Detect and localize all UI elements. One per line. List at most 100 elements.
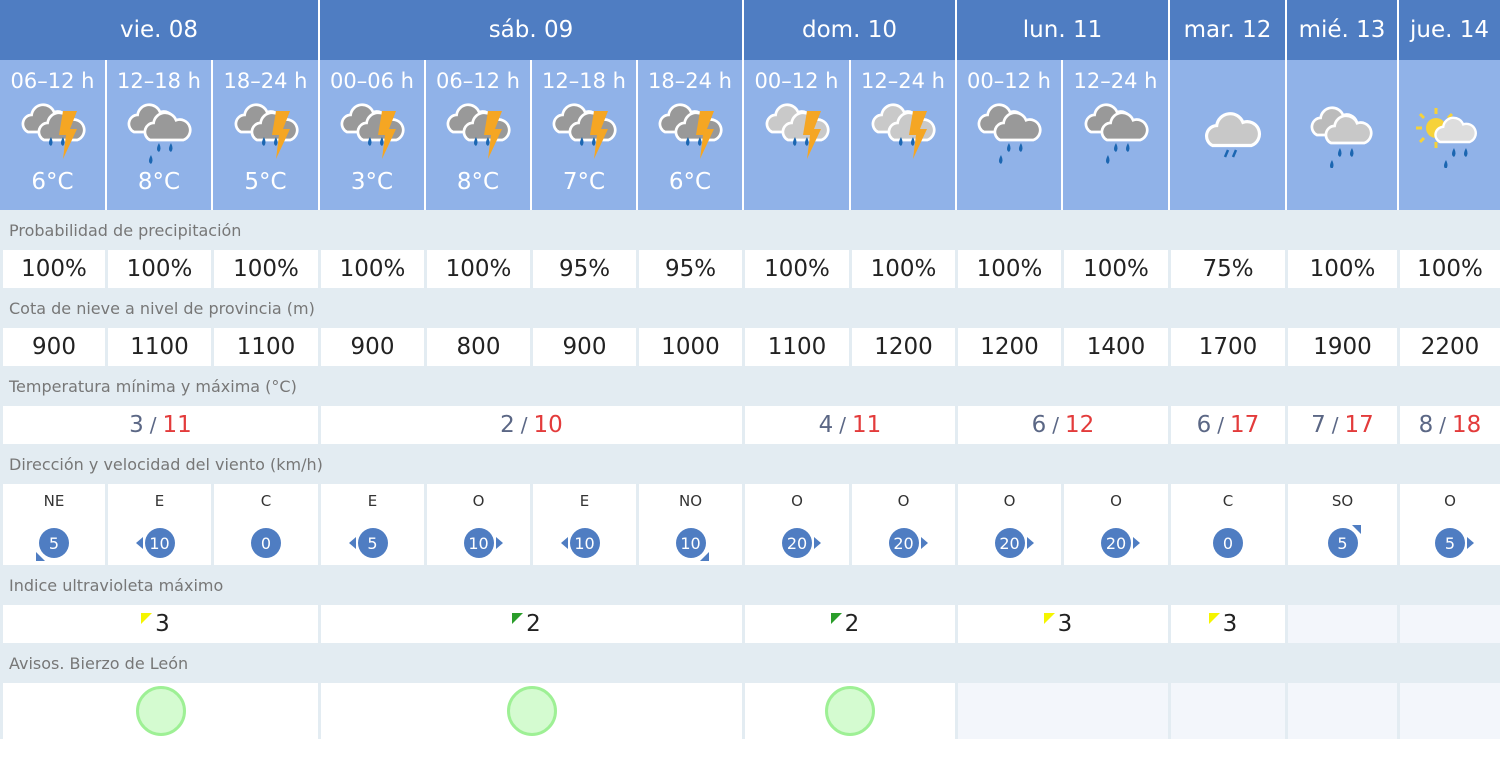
period-temperature: 6°C xyxy=(668,169,712,195)
warning-cell xyxy=(1168,683,1285,739)
snow-level-value: 1100 xyxy=(105,328,211,366)
wind-arrow-icon xyxy=(36,552,45,561)
wind-arrow-icon xyxy=(1467,537,1474,549)
wind-speed-badge: 10 xyxy=(463,528,503,558)
period-cell: 12–18 h 8°C xyxy=(105,60,211,210)
warning-cell xyxy=(318,683,742,739)
wind-speed-badge: 5 xyxy=(348,528,388,558)
period-label: 12–18 h xyxy=(542,69,626,93)
wind-cell: SO 5 xyxy=(1285,484,1397,565)
wind-speed: 5 xyxy=(1444,533,1456,553)
storm-rain-icon xyxy=(438,97,518,169)
warning-level-green-icon[interactable] xyxy=(135,686,186,736)
temp-separator: / xyxy=(839,413,847,437)
warning-cell xyxy=(955,683,1168,739)
warning-level-green-icon[interactable] xyxy=(825,686,875,736)
temp-separator: / xyxy=(1439,413,1447,437)
period-label: 06–12 h xyxy=(10,69,95,93)
snow-level-value: 1700 xyxy=(1168,328,1285,366)
period-label: 00–12 h xyxy=(967,69,1051,93)
warning-cell xyxy=(1285,683,1397,739)
uv-cell: 2 xyxy=(318,605,742,643)
wind-direction: C xyxy=(260,492,272,510)
period-cell: 18–24 h 6°C xyxy=(636,60,742,210)
precip-value: 95% xyxy=(636,250,742,288)
wind-cell: O 20 xyxy=(1061,484,1168,565)
wind-direction: O xyxy=(1003,492,1016,510)
snow-level-value: 1100 xyxy=(211,328,318,366)
rain-icon xyxy=(119,97,199,169)
wind-speed: 0 xyxy=(260,533,272,553)
period-cell: 00–12 h xyxy=(955,60,1061,210)
period-cell xyxy=(1397,60,1500,210)
uv-cell xyxy=(1285,605,1397,643)
wind-speed-badge: 5 xyxy=(1327,525,1361,558)
wind-arrow-icon xyxy=(348,537,356,549)
period-cell: 18–24 h 5°C xyxy=(211,60,318,210)
wind-arrow-icon xyxy=(1026,537,1034,549)
storm-rain-icon xyxy=(226,97,306,169)
wind-direction: C xyxy=(1222,492,1234,510)
uv-index: 2 xyxy=(830,611,859,637)
wind-speed: 20 xyxy=(786,533,808,553)
temp-min: 6 xyxy=(1196,412,1212,438)
wind-direction: O xyxy=(1444,492,1456,510)
period-cell: 06–12 h 6°C xyxy=(0,60,105,210)
temp-max: 10 xyxy=(533,412,563,438)
wind-speed-badge: 10 xyxy=(560,528,600,558)
day-header: lun. 11 xyxy=(955,0,1168,60)
light-rain-cloud-icon xyxy=(1302,100,1382,172)
wind-arrow-icon xyxy=(1133,537,1140,549)
temp-max: 18 xyxy=(1452,412,1482,438)
wind-speed: 5 xyxy=(1337,533,1348,553)
period-cell xyxy=(1168,60,1285,210)
period-label: 12–24 h xyxy=(1073,69,1158,93)
precip-value: 100% xyxy=(742,250,849,288)
wind-cell: E 10 xyxy=(105,484,211,565)
wind-arrow-icon xyxy=(560,537,568,549)
warning-cell xyxy=(1397,683,1500,739)
forecast-table: vie. 08 sáb. 09 dom. 10 lun. 11 mar. 12 mié. … xyxy=(0,0,1500,739)
period-temperature: 8°C xyxy=(137,169,181,195)
period-cell xyxy=(1285,60,1397,210)
wind-arrow-icon xyxy=(920,537,928,549)
period-cell: 12–24 h xyxy=(1061,60,1168,210)
period-cell: 06–12 h 8°C xyxy=(424,60,530,210)
temp-min-max: 3/11 xyxy=(0,406,318,444)
precip-value: 95% xyxy=(530,250,636,288)
storm-rain-light-icon xyxy=(863,97,943,169)
uv-cell: 2 xyxy=(742,605,955,643)
wind-speed: 0 xyxy=(1222,533,1234,553)
period-label: 12–18 h xyxy=(117,69,201,93)
row-label-wind: Dirección y velocidad del viento (km/h) xyxy=(0,444,1500,484)
light-rain-icon xyxy=(1188,100,1268,172)
wind-direction: O xyxy=(1110,492,1122,510)
temp-min-max: 4/11 xyxy=(742,406,955,444)
period-temperature: 3°C xyxy=(350,169,394,195)
period-temperature: 5°C xyxy=(244,169,287,195)
row-label-avisos: Avisos. Bierzo de León xyxy=(0,643,1500,683)
warning-level-green-icon[interactable] xyxy=(506,686,557,736)
wind-arrow-icon xyxy=(135,537,143,549)
uv-level-icon xyxy=(1043,613,1055,624)
period-label: 18–24 h xyxy=(223,69,308,93)
wind-direction: O xyxy=(472,492,485,510)
precip-value: 100% xyxy=(1285,250,1397,288)
snow-level-value: 800 xyxy=(424,328,530,366)
sun-cloud-rain-icon xyxy=(1410,100,1490,172)
snow-level-value: 1000 xyxy=(636,328,742,366)
wind-direction: E xyxy=(367,492,378,510)
wind-speed-badge: 0 xyxy=(251,528,281,558)
precip-value: 100% xyxy=(424,250,530,288)
wind-speed: 10 xyxy=(468,533,489,553)
snow-level-value: 900 xyxy=(0,328,105,366)
period-label: 06–12 h xyxy=(436,69,520,93)
uv-level-icon xyxy=(1208,613,1220,624)
wind-arrow-icon xyxy=(1351,525,1361,534)
rain-icon xyxy=(1076,97,1156,169)
storm-rain-icon xyxy=(650,97,730,169)
period-cell: 00–12 h xyxy=(742,60,849,210)
